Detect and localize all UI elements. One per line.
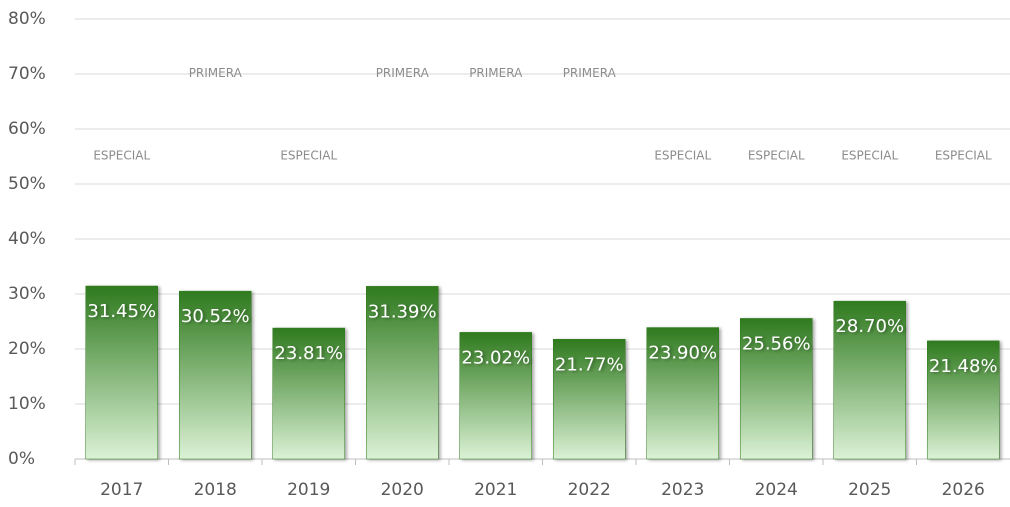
x-tick-label: 2023 [661,480,704,500]
data-label: 23.81% [274,343,343,364]
y-tick-label: 60% [8,119,46,139]
y-tick-label: 30% [8,284,46,304]
data-label: 21.77% [555,354,624,375]
data-label: 21.48% [929,356,998,377]
bar [646,327,719,460]
bar [85,285,158,460]
bar [740,318,813,460]
level-label: ESPECIAL [748,149,805,163]
bar [179,290,252,460]
y-tick-label: 10% [8,394,46,414]
y-tick-label: 70% [8,64,46,84]
data-label: 31.45% [87,301,156,322]
bar [553,339,626,460]
x-tick-label: 2025 [848,480,891,500]
bar [833,300,906,460]
y-tick-label: 50% [8,174,46,194]
y-tick-label: 80% [8,9,46,29]
x-tick-label: 2018 [194,480,237,500]
x-tick-label: 2022 [568,480,611,500]
bar [459,332,532,460]
y-tick-label: 40% [8,229,46,249]
data-label: 23.90% [648,343,717,364]
x-tick-label: 2019 [287,480,330,500]
level-label: PRIMERA [376,66,430,80]
level-label: ESPECIAL [93,149,150,163]
level-label: PRIMERA [469,66,523,80]
data-label: 30.52% [181,306,250,327]
data-label: 31.39% [368,301,437,322]
data-label: 28.70% [835,316,904,337]
x-tick-label: 2017 [100,480,143,500]
data-label: 25.56% [742,333,811,354]
x-tick-label: 2021 [474,480,517,500]
x-tick-label: 2026 [942,480,985,500]
level-label: PRIMERA [189,66,243,80]
level-label: ESPECIAL [654,149,711,163]
level-label: ESPECIAL [280,149,337,163]
level-label: ESPECIAL [841,149,898,163]
y-tick-label: 0% [8,449,35,469]
x-tick-label: 2020 [381,480,424,500]
level-label: PRIMERA [563,66,617,80]
data-label: 23.02% [461,347,530,368]
y-tick-label: 20% [8,339,46,359]
bar [366,286,439,460]
level-label: ESPECIAL [935,149,992,163]
bar [927,340,1000,460]
bar [272,327,345,460]
x-tick-label: 2024 [755,480,798,500]
